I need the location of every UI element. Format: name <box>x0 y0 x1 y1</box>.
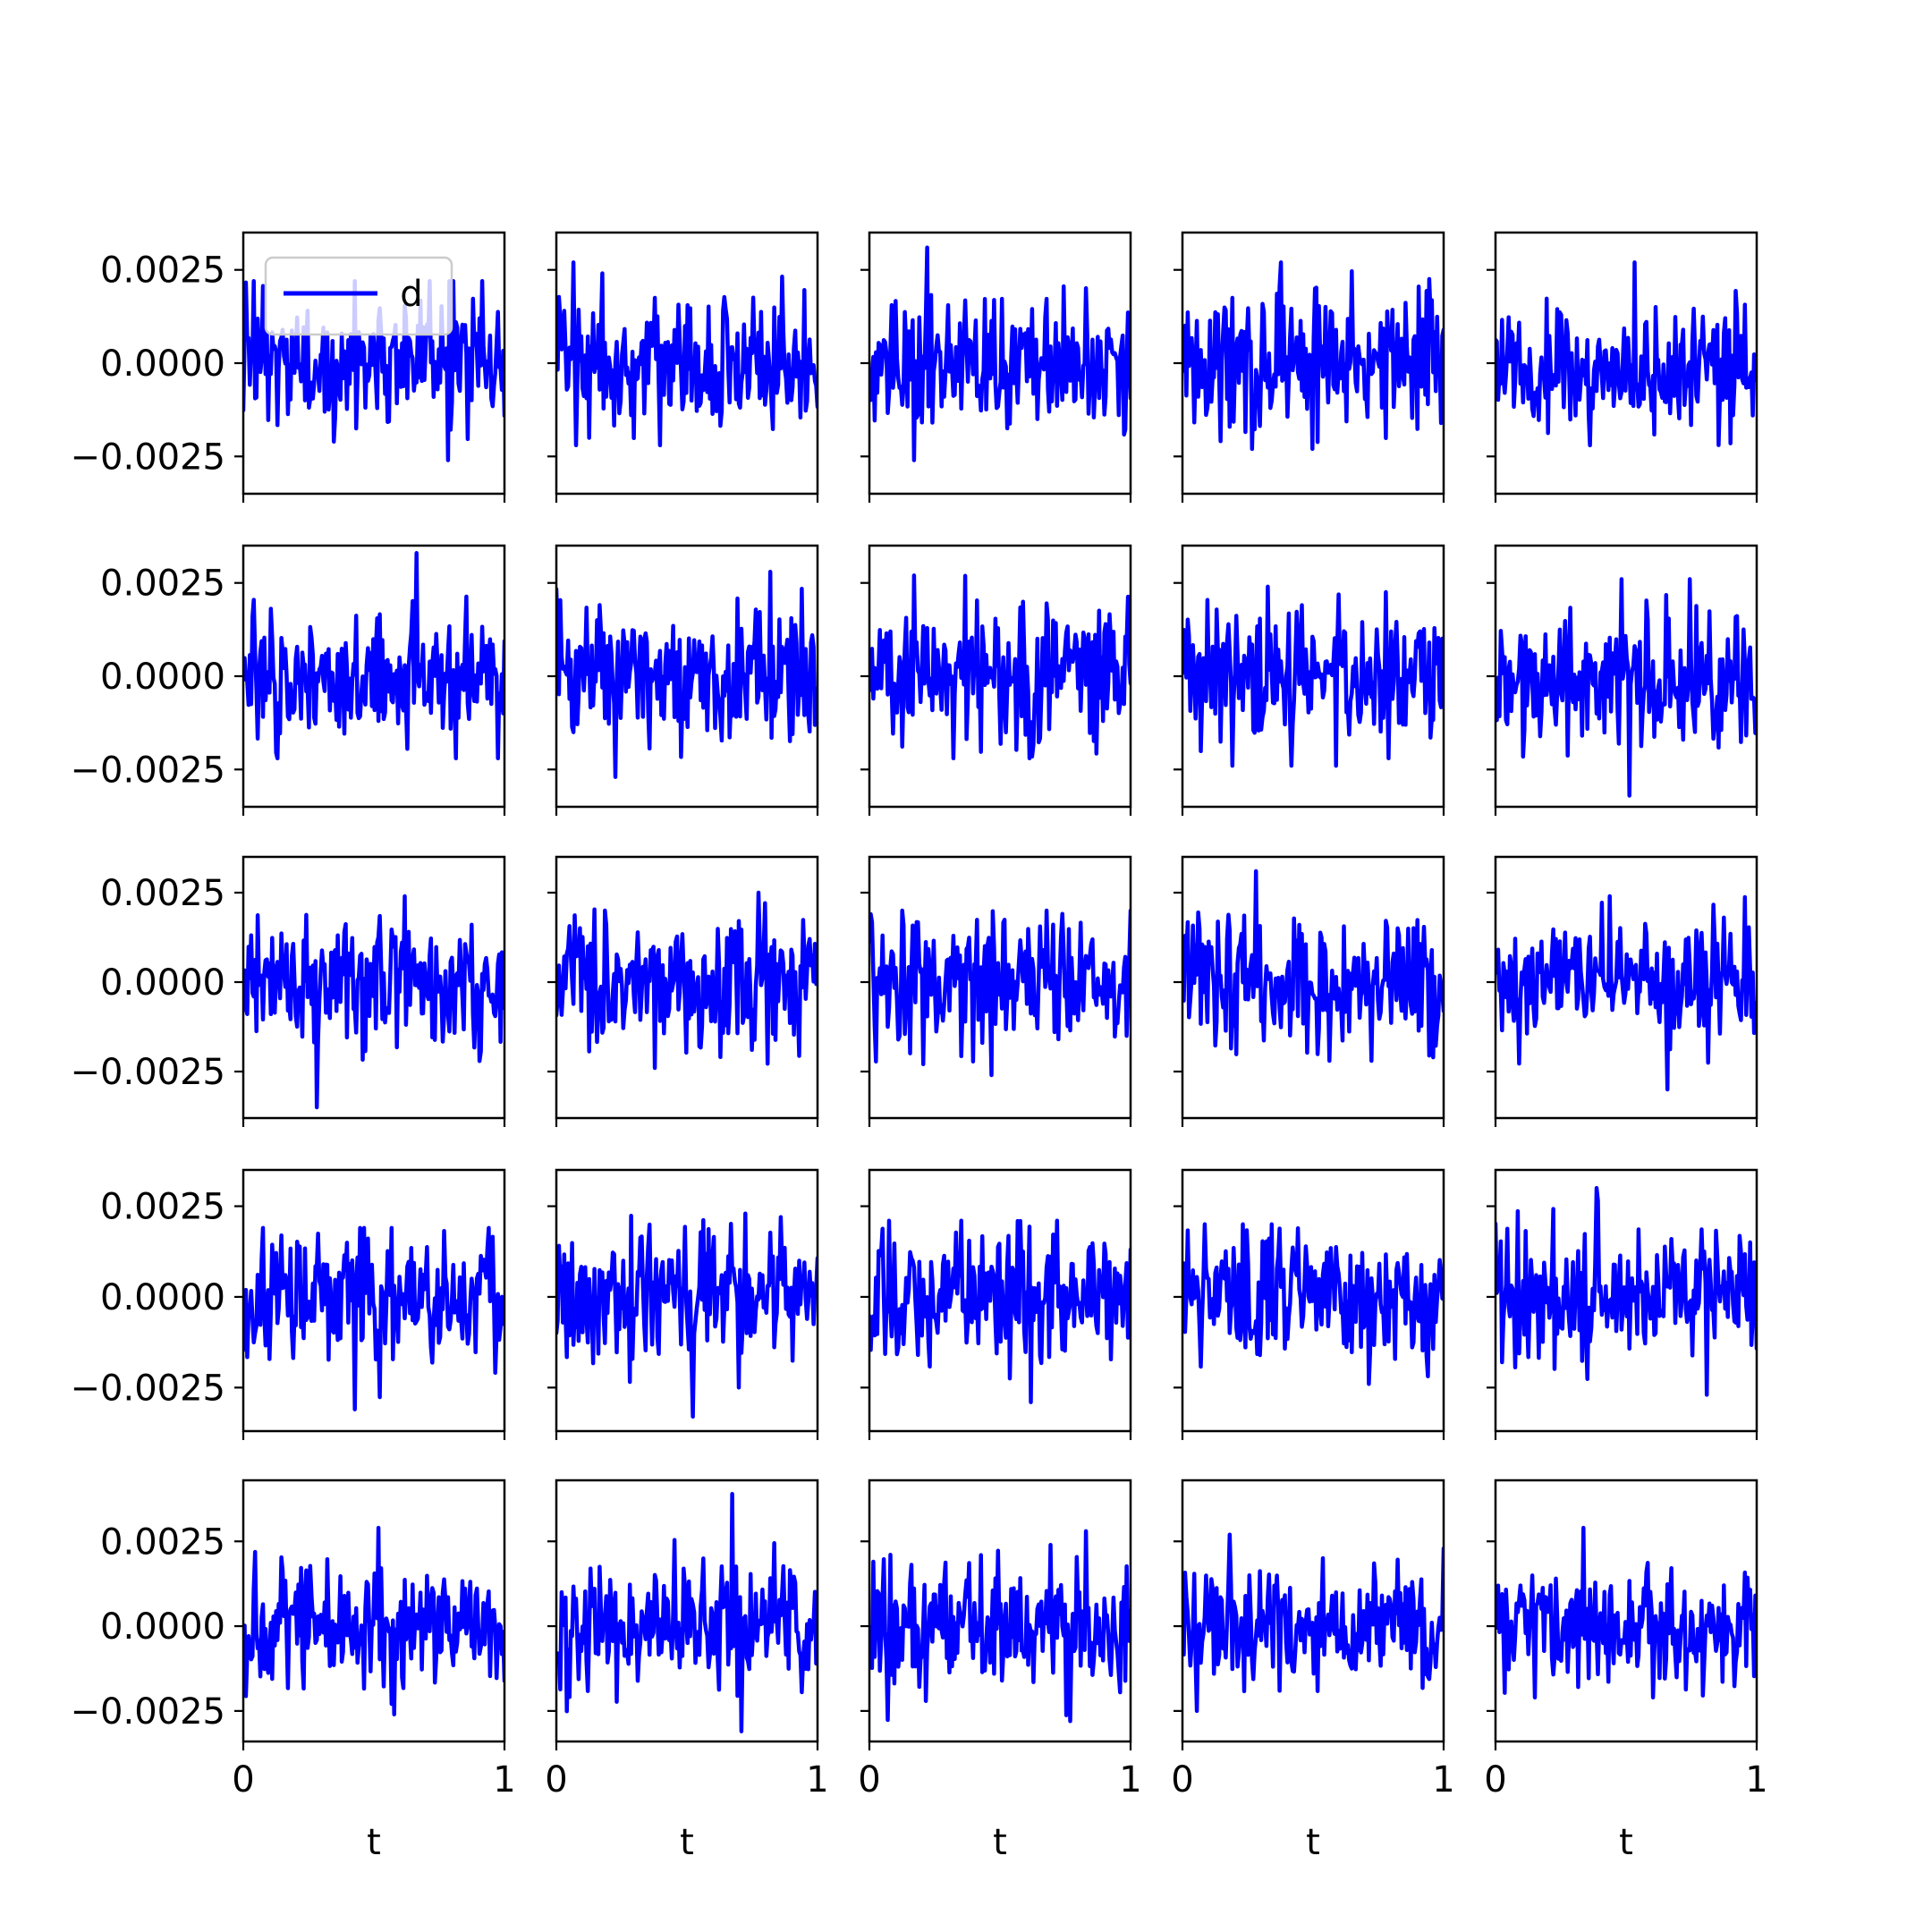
panel-r1-c3 <box>860 231 1132 503</box>
axes-frame <box>1494 1479 1758 1743</box>
series-line-r3-c3 <box>869 908 1131 1078</box>
y-tick-label: 0.0025 <box>100 1521 225 1563</box>
x-tick-label: 0 <box>858 1759 880 1801</box>
x-axis-title: t <box>367 1822 381 1863</box>
axes-frame <box>1494 1168 1758 1433</box>
x-tick-label: 1 <box>1745 1759 1767 1801</box>
panel-r1-c4 <box>1174 231 1445 503</box>
y-tick-label: −0.0025 <box>71 750 225 791</box>
x-tick-label: 1 <box>493 1759 515 1801</box>
series-line-r5-c2 <box>556 1491 818 1733</box>
y-tick-label: 0.0025 <box>100 564 225 605</box>
panel-r2-c4 <box>1174 544 1445 816</box>
axes-frame <box>555 855 819 1120</box>
panel-r2-c1: −0.0025 0.0000 0.0025 <box>71 544 506 816</box>
series-line-r1-c2 <box>556 260 818 448</box>
y-tick-label: 0.0025 <box>100 250 225 292</box>
axes-frame <box>1181 1168 1445 1433</box>
panel-r2-c3 <box>860 544 1132 816</box>
axes-frame <box>868 1479 1132 1743</box>
series-line-r3-c2 <box>556 890 818 1071</box>
panel-r4-c4 <box>1174 1168 1445 1440</box>
series-line-r5-c1 <box>243 1525 504 1716</box>
panel-r3-c4 <box>1174 855 1445 1127</box>
series-line-r5-c3 <box>869 1529 1131 1724</box>
series-line-r4-c5 <box>1496 1186 1757 1397</box>
series-line-r1-c3 <box>869 245 1131 462</box>
x-tick-label: 1 <box>1432 1759 1454 1801</box>
x-axis-title: t <box>993 1822 1007 1863</box>
y-tick-label: −0.0025 <box>71 436 225 478</box>
series-line-r2-c3 <box>869 573 1131 761</box>
axes-frame <box>868 1168 1132 1433</box>
series-line-r5-c4 <box>1182 1532 1444 1714</box>
axes-frame <box>1181 1479 1445 1743</box>
panel-r3-c3 <box>860 855 1132 1127</box>
series-line-r2-c1 <box>243 551 504 761</box>
x-tick-label: 1 <box>1119 1759 1141 1801</box>
x-tick-label: 0 <box>545 1759 567 1801</box>
panel-r2-c5 <box>1487 544 1758 816</box>
series-line-r1-c4 <box>1182 260 1444 452</box>
series-line-r2-c5 <box>1496 577 1757 798</box>
series-line-r1-c5 <box>1496 260 1757 448</box>
series-line-r1-c1 <box>243 278 504 462</box>
x-tick-label: 1 <box>806 1759 828 1801</box>
panel-r3-c2 <box>547 855 819 1127</box>
axes-frame <box>1494 855 1758 1120</box>
panel-r4-c3 <box>860 1168 1132 1440</box>
legend-label: d <box>400 274 422 315</box>
y-tick-label: −0.0025 <box>71 1052 225 1093</box>
series-line-r4-c3 <box>869 1218 1131 1404</box>
series-line-r4-c2 <box>556 1211 818 1419</box>
series-line-r4-c4 <box>1182 1222 1444 1386</box>
y-tick-label: 0.0025 <box>100 873 225 914</box>
x-tick-label: 0 <box>1484 1759 1506 1801</box>
axes-frame <box>868 855 1132 1120</box>
y-tick-label: 0.0000 <box>100 657 225 698</box>
x-axis-title: t <box>680 1822 694 1863</box>
panel-r5-c4: 0 1 t <box>1171 1479 1455 1863</box>
axes-frame <box>555 1168 819 1433</box>
panel-r1-c2 <box>547 231 819 503</box>
axes-frame <box>555 1479 819 1743</box>
panel-r4-c5 <box>1487 1168 1758 1440</box>
panel-r3-c5 <box>1487 855 1758 1127</box>
y-tick-label: −0.0025 <box>71 1368 225 1409</box>
axes-frame <box>242 1479 506 1743</box>
y-tick-label: 0.0000 <box>100 343 225 385</box>
panel-r3-c1: −0.0025 0.0000 0.0025 <box>71 855 506 1127</box>
y-tick-label: 0.0025 <box>100 1187 225 1228</box>
panel-r1-c5 <box>1487 231 1758 503</box>
x-tick-label: 0 <box>1171 1759 1193 1801</box>
series-line-r2-c2 <box>556 569 818 779</box>
panel-r5-c3: 0 1 t <box>858 1479 1142 1863</box>
series-line-r3-c1 <box>243 894 504 1110</box>
panel-r2-c2 <box>547 544 819 816</box>
series-line-r5-c5 <box>1496 1525 1757 1699</box>
series-line-r3-c4 <box>1182 869 1444 1063</box>
panel-r4-c2 <box>547 1168 819 1440</box>
x-tick-label: 0 <box>232 1759 254 1801</box>
panel-r1-c1: −0.0025 0.0000 0.0025 d <box>71 231 506 503</box>
axes-frame <box>1181 855 1445 1120</box>
x-axis-title: t <box>1306 1822 1320 1863</box>
series-line-r3-c5 <box>1496 894 1757 1092</box>
legend: d <box>264 256 453 336</box>
axes-frame <box>242 1168 506 1433</box>
y-tick-label: 0.0000 <box>100 1277 225 1318</box>
series-line-r2-c4 <box>1182 584 1444 768</box>
panel-r5-c2: 0 1 t <box>545 1479 829 1863</box>
panel-r5-c5: 0 1 t <box>1484 1479 1768 1863</box>
series-line-r4-c1 <box>243 1225 504 1411</box>
x-axis-title: t <box>1619 1822 1633 1863</box>
y-tick-label: −0.0025 <box>71 1691 225 1733</box>
legend-box <box>264 256 453 336</box>
panel-r4-c1: −0.0025 0.0000 0.0025 <box>71 1168 506 1440</box>
y-tick-label: 0.0000 <box>100 962 225 1004</box>
panel-r5-c1: −0.0025 0.0000 0.0025 0 1 t <box>71 1479 516 1863</box>
axes-frame <box>242 855 506 1120</box>
y-tick-label: 0.0000 <box>100 1606 225 1648</box>
